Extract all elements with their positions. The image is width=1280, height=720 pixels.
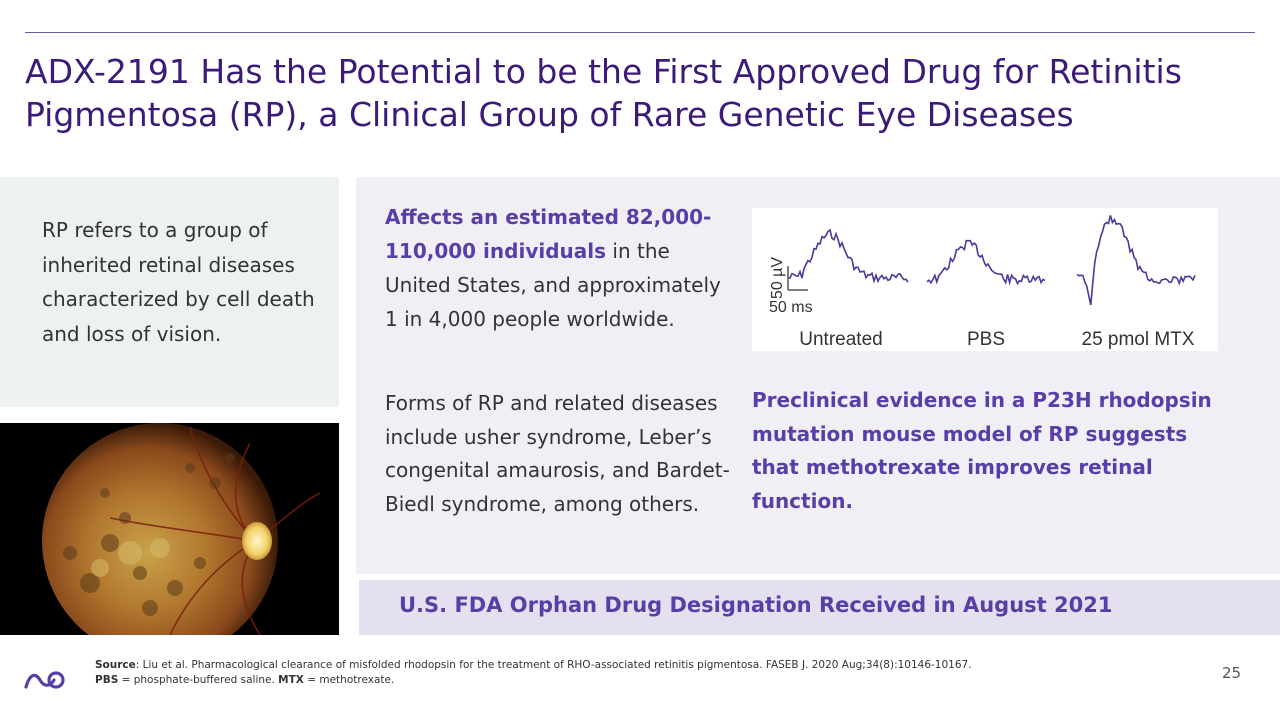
preclinical-evidence-text: Preclinical evidence in a P23H rhodopsin…: [752, 388, 1212, 513]
erg-trace-pbs: [926, 239, 1046, 286]
scale-label-voltage: 50 µV: [769, 257, 786, 299]
page-title: ADX-2191 Has the Potential to be the Fir…: [25, 52, 1182, 134]
panel-label-pbs: PBS: [967, 329, 1005, 350]
company-logo: [22, 669, 66, 696]
pbs-text: = phosphate-buffered saline.: [118, 674, 279, 686]
page-number: 25: [1222, 664, 1242, 682]
pbs-label: PBS: [95, 674, 119, 686]
fundus-image: [0, 423, 339, 635]
source-text: : Liu et al. Pharmacological clearance o…: [135, 659, 972, 671]
prevalence-rest: in the United States, and approximately …: [385, 239, 721, 331]
fda-designation-banner: U.S. FDA Orphan Drug Designation Receive…: [359, 580, 1280, 635]
panel-label-mtx: 25 pmol MTX: [1082, 329, 1195, 350]
prevalence-text: Affects an estimated 82,000-110,000 indi…: [385, 200, 730, 336]
erg-figure: 50 µV 50 ms Untreated PBS 25 pmol MTX: [752, 208, 1218, 351]
mtx-text: = methotrexate.: [303, 674, 395, 686]
top-divider: [25, 32, 1255, 33]
erg-traces: 50 µV 50 ms Untreated PBS 25 pmol MTX: [769, 215, 1196, 350]
rp-definition-text: RP refers to a group of inherited retina…: [42, 218, 315, 346]
source-line: Source: Liu et al. Pharmacological clear…: [95, 658, 1095, 673]
fundus-illustration: [0, 423, 339, 635]
abbreviations-line: PBS = phosphate-buffered saline. MTX = m…: [95, 673, 1095, 688]
erg-trace-untreated: [787, 228, 909, 284]
logo-mark-icon: [24, 671, 65, 689]
mtx-label: MTX: [278, 674, 304, 686]
erg-trace-mtx: [1076, 215, 1196, 306]
rp-forms-text: Forms of RP and related diseases include…: [385, 391, 730, 516]
rp-definition-box: [0, 177, 339, 407]
scale-label-time: 50 ms: [769, 299, 813, 316]
panel-label-untreated: Untreated: [799, 329, 882, 350]
footnote: Source: Liu et al. Pharmacological clear…: [95, 658, 1095, 688]
source-label: Source: [95, 659, 136, 671]
prevalence-highlight: Affects an estimated 82,000-110,000 indi…: [385, 205, 712, 263]
fda-designation-text: U.S. FDA Orphan Drug Designation Receive…: [399, 593, 1113, 617]
